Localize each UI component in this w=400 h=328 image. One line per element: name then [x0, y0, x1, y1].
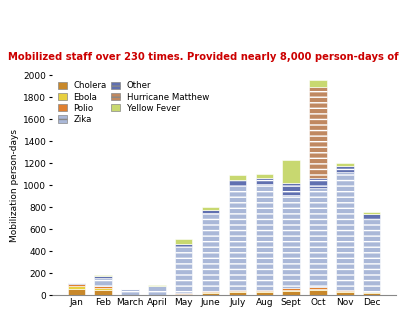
Bar — [309, 178, 327, 188]
Bar — [336, 166, 354, 172]
Bar — [309, 290, 327, 295]
Bar — [309, 289, 327, 290]
Y-axis label: Mobilization person-days: Mobilization person-days — [10, 129, 19, 242]
Bar — [363, 212, 380, 215]
Bar — [229, 180, 246, 186]
Bar — [282, 288, 300, 290]
Bar — [336, 292, 354, 295]
Bar — [94, 288, 112, 290]
Bar — [202, 291, 219, 292]
Bar — [175, 244, 192, 247]
Bar — [363, 219, 380, 292]
Bar — [256, 178, 273, 184]
Bar — [148, 285, 166, 286]
Bar — [202, 292, 219, 293]
Bar — [309, 80, 327, 87]
Bar — [256, 292, 273, 295]
Text: GLOBAL RRT OPERATIONS IN 2016: GLOBAL RRT OPERATIONS IN 2016 — [59, 14, 341, 29]
Bar — [68, 289, 85, 295]
Bar — [256, 184, 273, 290]
Bar — [336, 172, 354, 290]
Bar — [202, 210, 219, 214]
Bar — [175, 294, 192, 295]
Bar — [336, 163, 354, 166]
Bar — [256, 174, 273, 178]
Bar — [336, 290, 354, 291]
Bar — [202, 293, 219, 295]
Bar — [309, 287, 327, 289]
Text: Mobilized staff over 230 times. Provided nearly 8,000 person-days of support.: Mobilized staff over 230 times. Provided… — [8, 52, 400, 62]
Bar — [229, 290, 246, 291]
Bar — [202, 207, 219, 210]
Bar — [175, 247, 192, 293]
Bar — [282, 160, 300, 183]
Legend: Cholera, Ebola, Polio, Zika, Other, Hurricane Matthew, Yellow Fever: Cholera, Ebola, Polio, Zika, Other, Hurr… — [56, 80, 210, 126]
Bar — [309, 87, 327, 178]
Bar — [94, 286, 112, 288]
Bar — [229, 186, 246, 290]
Bar — [309, 188, 327, 287]
Bar — [256, 290, 273, 291]
Bar — [94, 290, 112, 295]
Bar — [68, 284, 85, 286]
Bar — [282, 291, 300, 295]
Bar — [229, 291, 246, 292]
Bar — [363, 293, 380, 295]
Bar — [121, 289, 139, 295]
Bar — [229, 292, 246, 295]
Bar — [229, 175, 246, 180]
Bar — [282, 183, 300, 195]
Bar — [94, 275, 112, 276]
Bar — [175, 293, 192, 294]
Bar — [256, 291, 273, 292]
Bar — [282, 195, 300, 288]
Bar — [175, 239, 192, 244]
Bar — [363, 215, 380, 219]
Bar — [94, 276, 112, 277]
Bar — [68, 286, 85, 289]
Bar — [94, 277, 112, 286]
Bar — [282, 290, 300, 291]
Bar — [68, 283, 85, 284]
Bar — [148, 286, 166, 295]
Bar — [363, 292, 380, 293]
Bar — [202, 214, 219, 291]
Bar — [336, 291, 354, 292]
